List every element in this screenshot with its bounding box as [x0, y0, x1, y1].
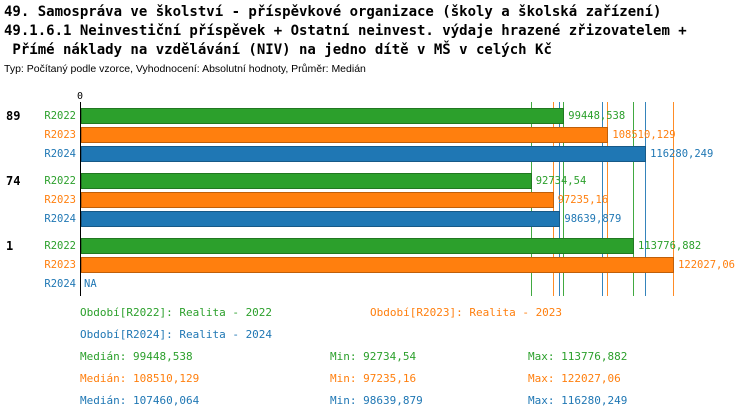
- row-label-74-r2022: R2022: [44, 175, 76, 187]
- row-label-89-r2023: R2023: [44, 129, 76, 141]
- marker-line-max-r2022: [633, 102, 634, 296]
- row-label-89-r2022: R2022: [44, 110, 76, 122]
- stat-min-r2023: Min: 97235,16: [330, 372, 417, 385]
- stat-median-r2022: Medián: 99448,538: [80, 350, 193, 363]
- bar-89-r2024: [81, 146, 647, 162]
- value-label-74-r2024: 98639,879: [564, 213, 622, 225]
- report-title-line-1: 49. Samospráva ve školství - příspěvkové…: [4, 4, 662, 20]
- marker-line-min-r2024: [559, 102, 561, 296]
- bar-1-r2023: [81, 257, 675, 273]
- stat-max-r2023: Max: 122027,06: [528, 372, 621, 385]
- stat-median-r2023: Medián: 108510,129: [80, 372, 200, 385]
- legend-r2022: Období[R2022]: Realita - 2022: [80, 306, 273, 319]
- row-label-74-r2023: R2023: [44, 194, 76, 206]
- row-label-1-r2022: R2022: [44, 240, 76, 252]
- report-title-line-2: 49.1.6.1 Neinvestiční příspěvek + Ostatn…: [4, 23, 687, 39]
- legend-r2024: Období[R2024]: Realita - 2024: [80, 328, 273, 341]
- bar-89-r2023: [81, 127, 609, 143]
- stat-max-r2024: Max: 116280,249: [528, 394, 628, 407]
- bar-89-r2022: [81, 108, 565, 124]
- value-label-74-r2023: 97235,16: [557, 194, 609, 206]
- value-label-1-r2024: NA: [84, 278, 97, 290]
- bar-1-r2022: [81, 238, 634, 254]
- axis-zero-label: 0: [76, 91, 84, 102]
- report-subtitle: Typ: Počítaný podle vzorce, Vyhodnocení:…: [4, 63, 366, 75]
- bar-74-r2024: [81, 211, 561, 227]
- report-header: 49. Samospráva ve školství - příspěvkové…: [4, 3, 687, 75]
- stat-min-r2024: Min: 98639,879: [330, 394, 423, 407]
- value-label-74-r2022: 92734,54: [535, 175, 587, 187]
- marker-line-max-r2023: [673, 102, 675, 296]
- report-title-line-3: Přímé náklady na vzdělávání (NIV) na jed…: [4, 42, 552, 58]
- group-label-89: 89: [6, 109, 21, 123]
- legend-r2023: Období[R2023]: Realita - 2023: [370, 306, 563, 319]
- stat-median-r2024: Medián: 107460,064: [80, 394, 200, 407]
- bar-74-r2022: [81, 173, 532, 189]
- value-label-1-r2023: 122027,06: [678, 259, 735, 271]
- value-label-89-r2023: 108510,129: [612, 129, 676, 141]
- marker-line-median-r2024: [602, 102, 604, 296]
- marker-line-median-r2023: [607, 102, 609, 296]
- row-label-74-r2024: R2024: [44, 213, 76, 225]
- row-label-1-r2024: R2024: [44, 278, 76, 290]
- row-label-89-r2024: R2024: [44, 148, 76, 160]
- y-axis-line: [80, 102, 81, 296]
- group-label-1: 1: [6, 239, 14, 253]
- row-label-1-r2023: R2023: [44, 259, 76, 271]
- bar-74-r2023: [81, 192, 554, 208]
- marker-line-max-r2024: [645, 102, 647, 296]
- value-label-89-r2022: 99448,538: [568, 110, 626, 122]
- stat-min-r2022: Min: 92734,54: [330, 350, 417, 363]
- group-label-74: 74: [6, 174, 21, 188]
- value-label-1-r2022: 113776,882: [638, 240, 702, 252]
- chart-area: 0 89 R2022 99448,538 R2023 108510,129 R2024 11…: [0, 91, 750, 300]
- stat-max-r2022: Max: 113776,882: [528, 350, 628, 363]
- marker-line-median-r2022: [563, 102, 565, 296]
- value-label-89-r2024: 116280,249: [650, 148, 714, 160]
